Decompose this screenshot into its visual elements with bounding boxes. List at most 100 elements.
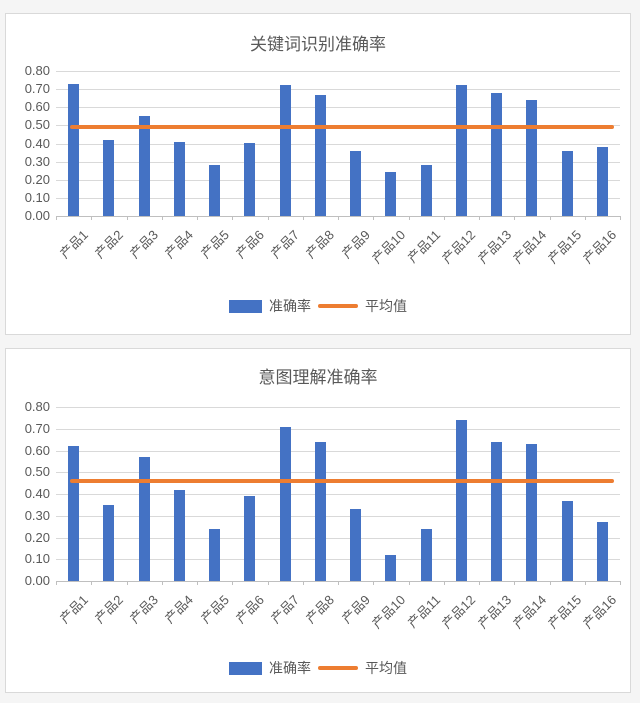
- axis-tick-mark: [373, 216, 374, 220]
- x-axis-tick-label: 产品9: [338, 592, 373, 627]
- bar: [315, 95, 326, 216]
- average-line: [70, 125, 614, 129]
- bar: [350, 509, 361, 581]
- bar: [562, 151, 573, 216]
- bar: [209, 529, 220, 581]
- bar: [421, 165, 432, 216]
- bar: [209, 165, 220, 216]
- gridline: [56, 472, 620, 473]
- x-axis-tick-label: 产品12: [438, 592, 478, 632]
- axis-tick-mark: [514, 581, 515, 585]
- x-axis-tick-label: 产品5: [197, 227, 232, 262]
- axis-tick-mark: [479, 581, 480, 585]
- y-axis-tick-label: 0.40: [24, 136, 50, 151]
- y-axis-tick-label: 0.20: [24, 530, 50, 545]
- y-axis-tick-label: 0.70: [24, 421, 50, 436]
- axis-tick-mark: [303, 216, 304, 220]
- x-axis-tick-label: 产品13: [474, 227, 514, 267]
- x-axis-tick-label: 产品7: [267, 227, 302, 262]
- y-axis-tick-label: 0.10: [24, 551, 50, 566]
- axis-tick-mark: [550, 581, 551, 585]
- bar: [385, 172, 396, 216]
- chart-title: 关键词识别准确率: [250, 35, 386, 54]
- axis-tick-mark: [127, 581, 128, 585]
- bar: [456, 420, 467, 581]
- bar: [244, 143, 255, 216]
- gridline: [56, 107, 620, 108]
- bar: [174, 490, 185, 581]
- axis-tick-mark: [91, 216, 92, 220]
- y-axis-tick-label: 0.20: [24, 172, 50, 187]
- bar: [68, 84, 79, 216]
- y-axis-tick-label: 0.80: [24, 63, 50, 78]
- x-axis-tick-label: 产品6: [232, 227, 267, 262]
- x-axis-tick-label: 产品8: [302, 592, 337, 627]
- axis-tick-mark: [56, 581, 57, 585]
- gridline: [56, 494, 620, 495]
- bar: [103, 140, 114, 216]
- axis-tick-mark: [620, 216, 621, 220]
- bar: [491, 442, 502, 581]
- gridline: [56, 407, 620, 408]
- gridline: [56, 180, 620, 181]
- legend: 准确率 平均值: [6, 660, 630, 676]
- y-axis-tick-label: 0.00: [24, 573, 50, 588]
- axis-tick-mark: [514, 216, 515, 220]
- chart-panel-keyword-accuracy: 关键词识别准确率 0.80 0.70 0.60 0.50 0.40 0.30 0.20 0.1…: [5, 13, 631, 335]
- x-axis-tick-label: 产品2: [91, 592, 126, 627]
- bar: [456, 85, 467, 216]
- gridline: [56, 559, 620, 560]
- gridline: [56, 144, 620, 145]
- x-axis-tick-label: 产品4: [161, 592, 196, 627]
- legend-bar-swatch-icon: [229, 661, 262, 675]
- y-axis-tick-label: 0.60: [24, 443, 50, 458]
- axis-tick-mark: [232, 216, 233, 220]
- gridline: [56, 516, 620, 517]
- average-line: [70, 479, 614, 483]
- x-axis-tick-label: 产品14: [509, 227, 549, 267]
- legend-line-swatch-icon: [318, 304, 358, 308]
- legend-average-label: 平均值: [365, 660, 407, 676]
- bar: [244, 496, 255, 581]
- y-axis-tick-label: 0.70: [24, 81, 50, 96]
- x-axis-tick-label: 产品9: [338, 227, 373, 262]
- x-axis-tick-label: 产品1: [56, 592, 91, 627]
- bar: [315, 442, 326, 581]
- x-axis-tick-label: 产品3: [126, 592, 161, 627]
- plot-area: 0.80 0.70 0.60 0.50 0.40 0.30 0.20 0.10 0.00 产品1 产…: [25, 399, 621, 631]
- legend-average-label: 平均值: [365, 298, 407, 314]
- legend-bar-swatch-icon: [229, 299, 262, 313]
- bar: [526, 100, 537, 216]
- axis-tick-mark: [585, 581, 586, 585]
- bar: [526, 444, 537, 581]
- bar: [385, 555, 396, 581]
- y-axis-tick-label: 0.40: [24, 486, 50, 501]
- x-axis-tick-label: 产品1: [56, 227, 91, 262]
- x-axis-tick-label: 产品14: [509, 592, 549, 632]
- x-axis-tick-label: 产品10: [368, 592, 408, 632]
- axis-tick-mark: [585, 216, 586, 220]
- gridline: [56, 451, 620, 452]
- x-axis-tick-label: 产品15: [544, 227, 584, 267]
- axis-tick-mark: [409, 581, 410, 585]
- legend-line-swatch-icon: [318, 666, 358, 670]
- x-axis-tick-label: 产品11: [404, 592, 443, 631]
- axis-tick-mark: [232, 581, 233, 585]
- bar: [597, 147, 608, 216]
- y-axis-tick-label: 0.10: [24, 190, 50, 205]
- bar: [280, 85, 291, 216]
- bar: [421, 529, 432, 581]
- y-axis-tick-label: 0.00: [24, 208, 50, 223]
- axis-tick-mark: [268, 581, 269, 585]
- gridline: [56, 162, 620, 163]
- bar: [350, 151, 361, 216]
- gridline: [56, 198, 620, 199]
- bar: [491, 93, 502, 216]
- axis-tick-mark: [162, 216, 163, 220]
- y-axis-tick-label: 0.50: [24, 117, 50, 132]
- y-axis-tick-label: 0.30: [24, 154, 50, 169]
- bar: [174, 142, 185, 216]
- axis-tick-mark: [197, 216, 198, 220]
- bar: [139, 457, 150, 581]
- axis-tick-mark: [373, 581, 374, 585]
